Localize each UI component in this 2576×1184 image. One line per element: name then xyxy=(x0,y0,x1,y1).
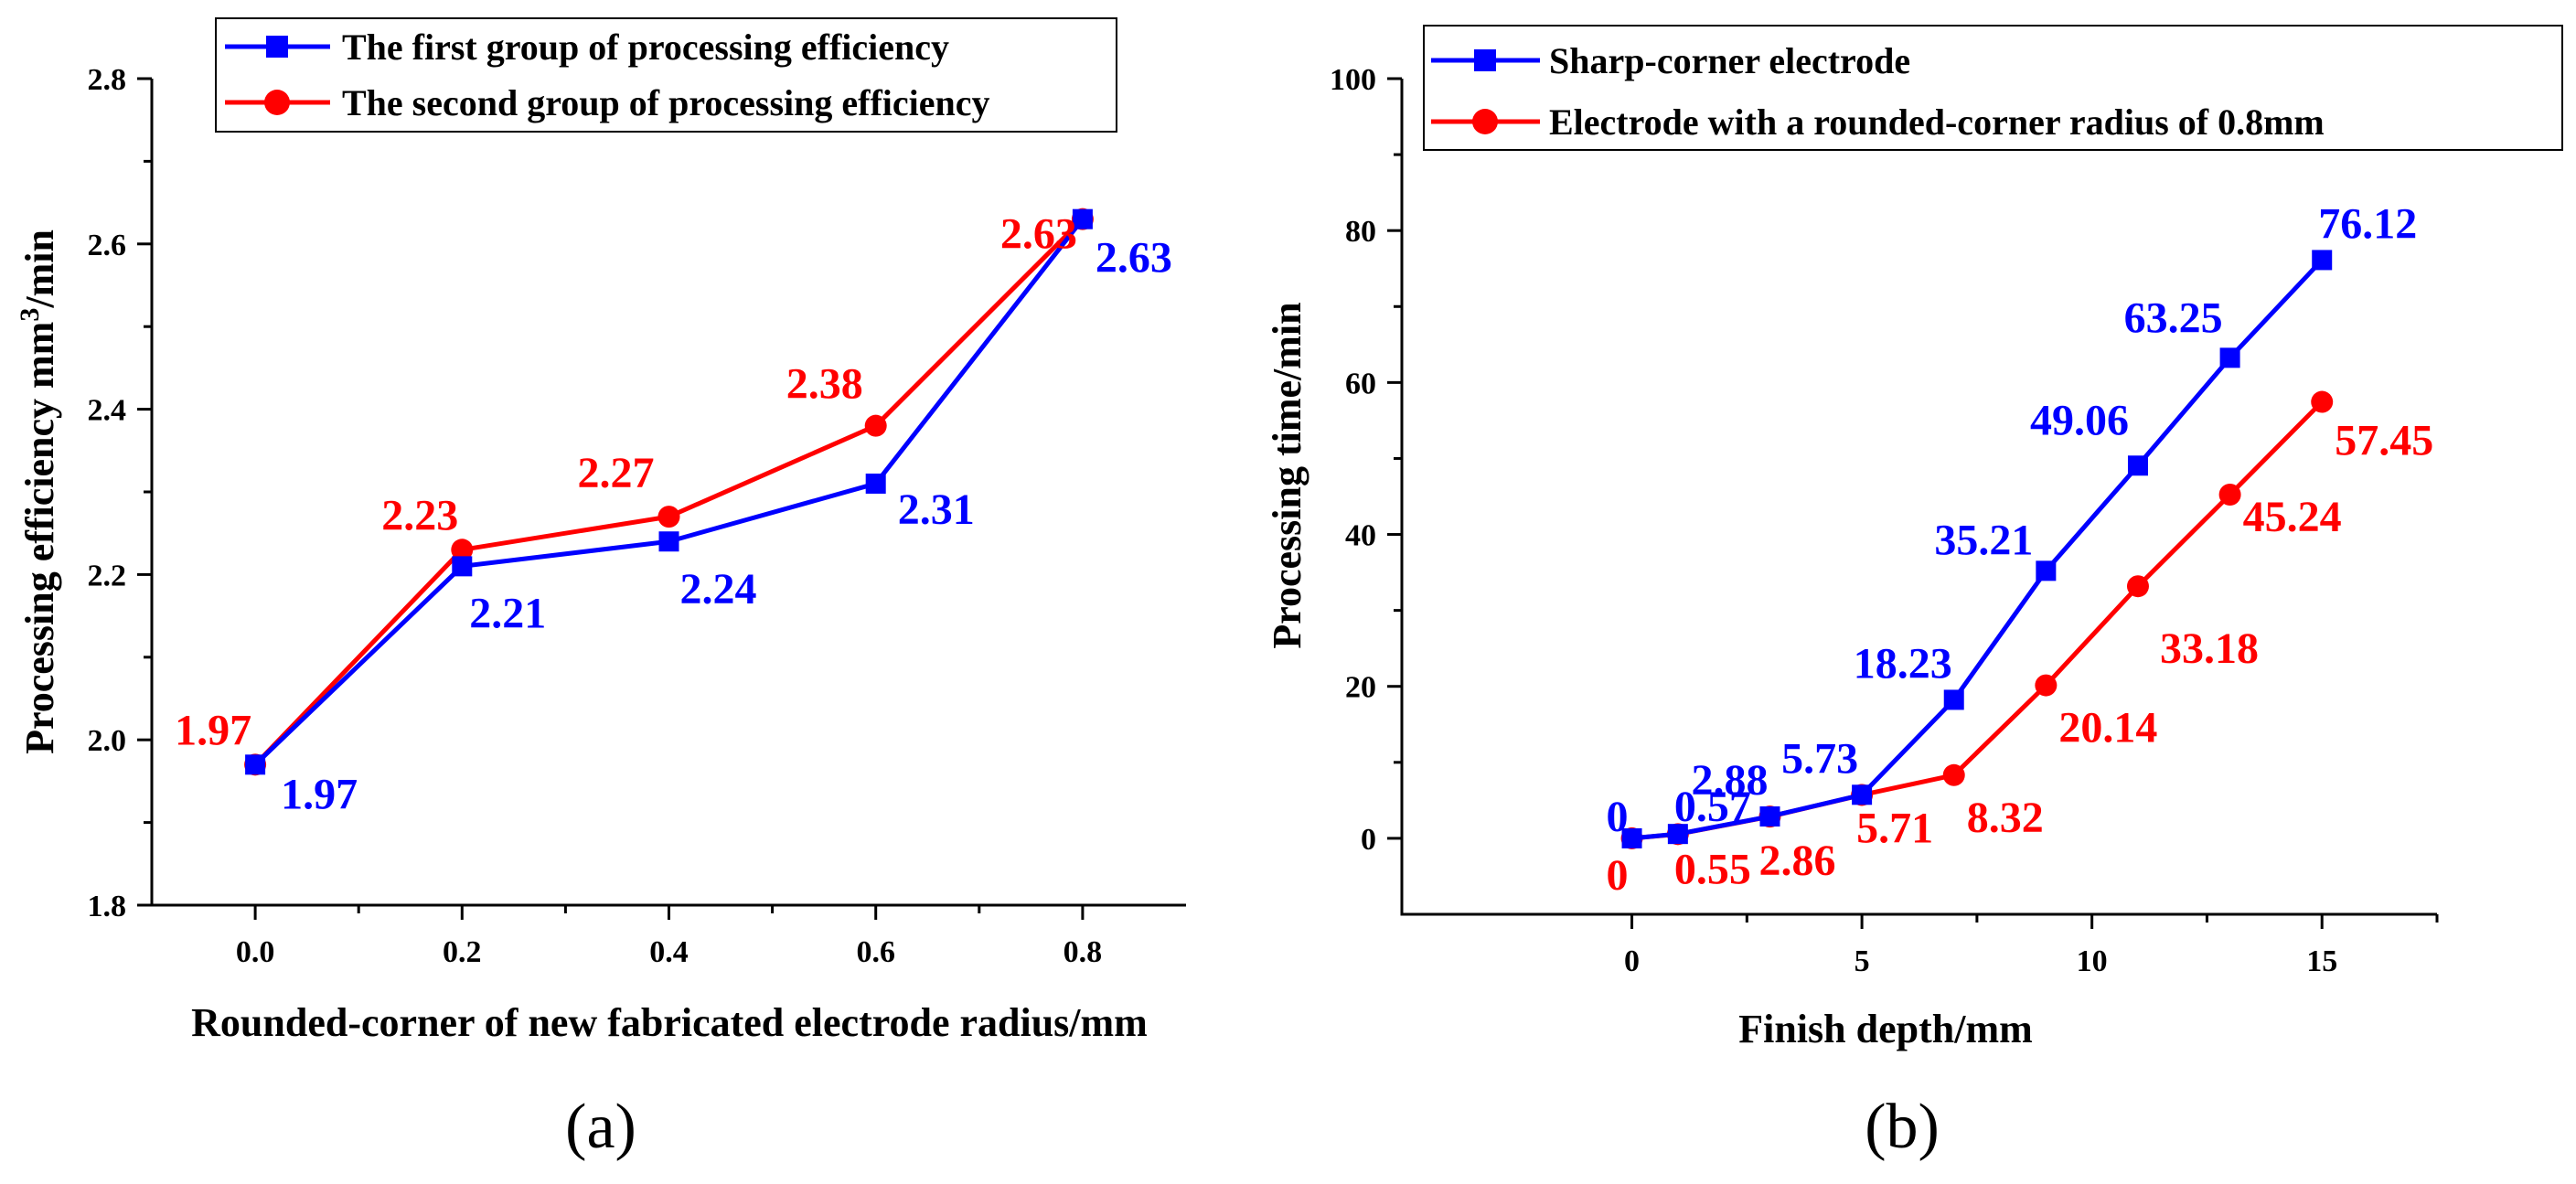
panel-a-series-2-point xyxy=(864,414,887,437)
panel-b-series-2-point xyxy=(1942,763,1965,786)
panel-a-legend-label-series-1: The first group of processing efficiency xyxy=(342,27,949,68)
panel-a-x-tick-label: 0.2 xyxy=(443,935,482,969)
panel-b-series-1-point xyxy=(2036,560,2057,581)
panel-b-series-2-data-label: 5.71 xyxy=(1856,804,1933,852)
panel-a-series-1-data-label: 2.31 xyxy=(898,485,975,534)
panel-a-legend-marker-series-2 xyxy=(264,90,290,115)
panel-a-legend-label-series-2: The second group of processing efficienc… xyxy=(342,82,990,123)
panel-b-series-1-point xyxy=(1621,827,1642,848)
panel-b-series-2-point xyxy=(2218,484,2241,507)
panel-a-series-2-data-label: 2.38 xyxy=(786,360,863,409)
panel-b-x-tick-label: 15 xyxy=(2306,944,2337,978)
panel-b-series-2-point xyxy=(2311,390,2334,413)
panel-b-series-1-point xyxy=(1852,784,1873,805)
panel-b-legend-box xyxy=(1423,25,2563,151)
panel-a-series-1-data-label: 2.63 xyxy=(1096,234,1172,283)
panel-a-series-2-point xyxy=(657,506,680,528)
panel-a-x-tick-label: 0.8 xyxy=(1064,935,1103,969)
panel-b-series-2-data-label: 2.86 xyxy=(1758,837,1835,885)
panel-b-series-2-data-label: 57.45 xyxy=(2335,417,2433,465)
panel-b-legend-label-series-1: Sharp-corner electrode xyxy=(1549,40,1910,81)
panel-b-series-2-data-label: 20.14 xyxy=(2058,704,2157,752)
panel-b-series-1-data-label: 76.12 xyxy=(2318,199,2417,248)
panel-a-efficiency-chart: 0.0 0.2 0.4 0.6 0.8 1.8 2.0 2.2 2.4 2.6 2.8 1.97 2… xyxy=(15,17,1186,1162)
panel-b-y-tick-label: 0 xyxy=(1361,823,1376,857)
panel-a-y-tick-label: 2.2 xyxy=(88,559,127,592)
panel-b-legend: Sharp-corner electrode Electrode with a … xyxy=(1423,25,2563,151)
panel-a-series-2-point xyxy=(451,539,474,561)
panel-b-series-2-data-label: 0.55 xyxy=(1674,845,1751,893)
panel-b-time-chart: 0 5 10 15 0 20 40 60 80 100 0 0.572.88 5.73 18.23 35… xyxy=(1265,25,2563,1162)
panel-a-series-1-point xyxy=(245,754,266,775)
panel-a-series-2-data-label: 2.23 xyxy=(381,491,458,539)
panel-b-series-1-point xyxy=(1667,824,1688,845)
panel-b-y-tick-label: 40 xyxy=(1345,519,1376,553)
panel-a-series-2-data-label: 1.97 xyxy=(175,706,251,754)
panel-a-y-tick-label: 2.0 xyxy=(88,724,127,758)
panel-b-y-tick-label: 60 xyxy=(1345,367,1376,400)
panel-a-legend-box xyxy=(215,17,1117,133)
panel-b-series-1-point xyxy=(1759,805,1780,827)
panel-a-legend-marker-series-1 xyxy=(266,36,288,58)
panel-a-series-1-point xyxy=(452,556,473,577)
panel-a-y-axis-title: Processing efficiency mm3/min xyxy=(15,229,62,754)
panel-b-x-tick-label: 0 xyxy=(1624,944,1640,978)
panel-a-label: (a) xyxy=(565,1092,636,1162)
panel-a-y-tick-label: 2.6 xyxy=(88,229,127,262)
panel-a-series-1-point xyxy=(865,473,886,494)
panel-b-series-1-point xyxy=(2312,250,2333,271)
panel-b-series-2-data-label: 33.18 xyxy=(2160,624,2259,673)
panel-b-x-axis-title: Finish depth/mm xyxy=(1738,1007,2033,1051)
panel-a-series-1-point xyxy=(658,531,679,552)
panel-b-series-1-data-label: 49.06 xyxy=(2030,396,2129,444)
panel-b-y-tick-label: 20 xyxy=(1345,671,1376,705)
panel-a-x-tick-label: 0.0 xyxy=(236,935,275,969)
panel-b-series-2-point xyxy=(2035,674,2058,697)
panel-a-y-tick-label: 1.8 xyxy=(88,890,127,923)
panel-b-series-1-point xyxy=(2127,455,2148,476)
panel-a-x-tick-label: 0.4 xyxy=(649,935,689,969)
panel-a-x-axis-title: Rounded-corner of new fabricated electro… xyxy=(191,1000,1148,1045)
panel-b-series-2-data-label: 0 xyxy=(1607,851,1629,900)
panel-a-y-tick-label: 2.8 xyxy=(88,63,127,97)
panel-b-legend-label-series-2: Electrode with a rounded-corner radius o… xyxy=(1549,101,2325,143)
panel-b-x-tick-label: 5 xyxy=(1855,944,1870,978)
panel-a-series-2-data-label: 2.63 xyxy=(1000,210,1077,259)
panel-b-label: (b) xyxy=(1865,1092,1940,1162)
panel-b-legend-marker-series-2 xyxy=(1472,109,1498,134)
panel-b-x-tick-label: 10 xyxy=(2077,944,2108,978)
panel-b-legend-marker-series-1 xyxy=(1474,49,1496,71)
panel-b-y-tick-label: 80 xyxy=(1345,215,1376,249)
panel-b-y-tick-label: 100 xyxy=(1330,63,1376,97)
panel-b-series-1-data-label: 0 xyxy=(1607,793,1629,841)
panel-a-series-1-data-label: 2.24 xyxy=(680,565,757,613)
panel-a-legend: The first group of processing efficiency… xyxy=(215,17,1117,133)
panel-b-series-2-data-label: 8.32 xyxy=(1967,794,2044,842)
panel-b-series-1-data-label: 5.73 xyxy=(1781,734,1858,783)
panel-b-series-1-point xyxy=(2219,347,2240,368)
panel-a-series-2-data-label: 2.27 xyxy=(578,449,655,497)
panel-b-series-1-data-label: 2.88 xyxy=(1691,756,1768,805)
panel-a-y-tick-label: 2.4 xyxy=(88,394,127,428)
panel-b-y-axis-title: Processing time/min xyxy=(1265,302,1309,648)
panel-b-series-1-data-label: 63.25 xyxy=(2124,293,2223,342)
panel-b-series-1-data-label: 35.21 xyxy=(1934,516,2033,564)
panel-b-series-1-data-label: 18.23 xyxy=(1854,639,1952,688)
panel-b-series-2-point xyxy=(2126,575,2149,598)
panel-a-series-1-data-label: 1.97 xyxy=(281,770,358,818)
panel-b-series-1-point xyxy=(1943,689,1964,710)
panel-a-series-1-data-label: 2.21 xyxy=(469,589,546,637)
panel-a-series-1-point xyxy=(1072,208,1093,229)
panel-a-x-tick-label: 0.6 xyxy=(856,935,895,969)
panel-b-series-2-data-label: 45.24 xyxy=(2243,493,2342,541)
panel-b-series-1-data-label: 0.57 xyxy=(1674,783,1751,831)
